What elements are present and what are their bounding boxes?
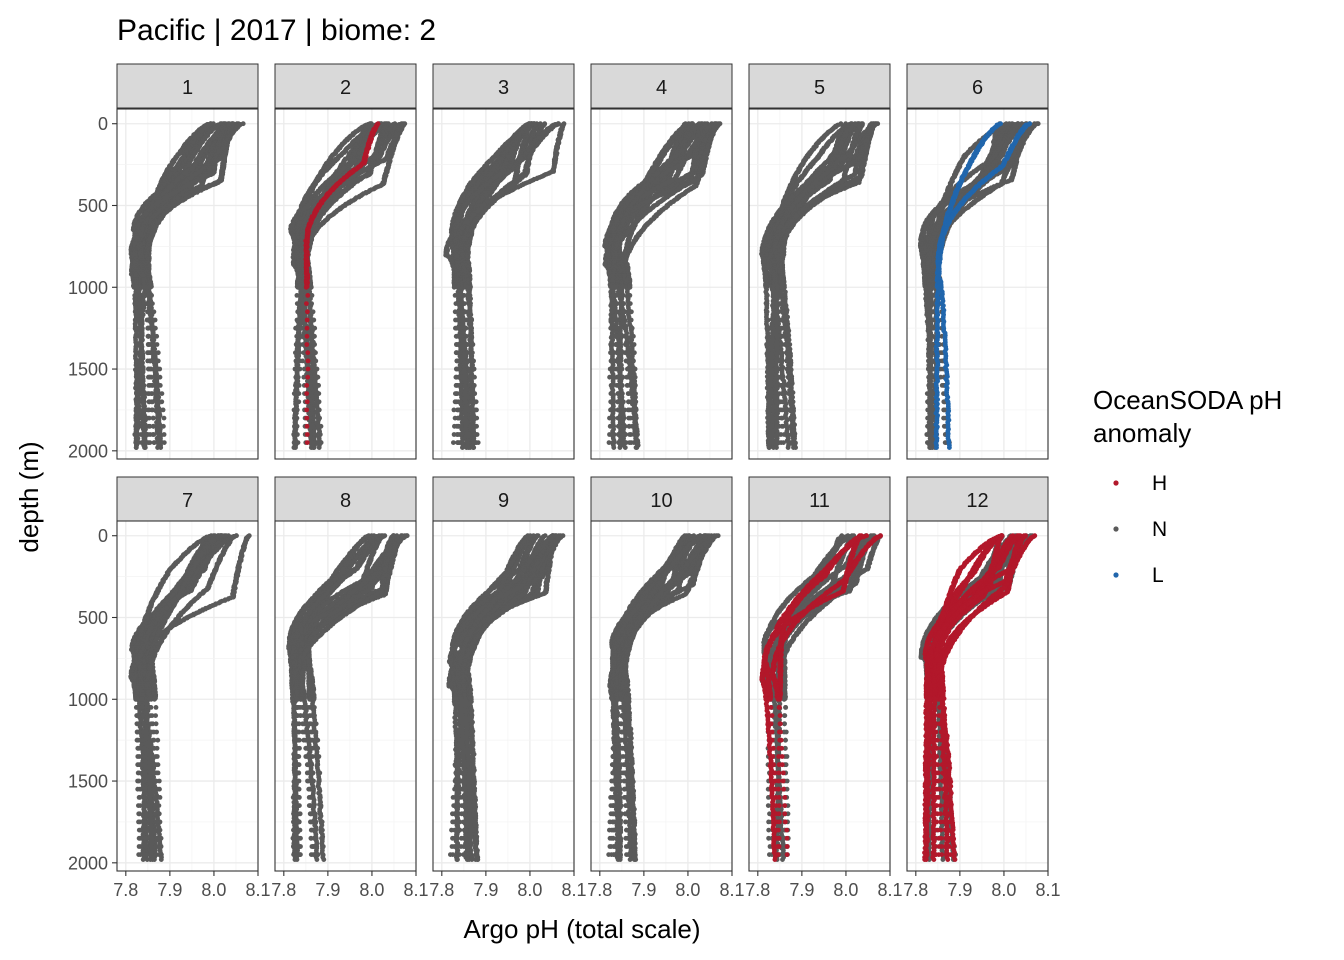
facet-strip-label: 1 (182, 77, 193, 99)
data-point (153, 318, 158, 323)
data-point (162, 416, 167, 421)
chart-title: Pacific | 2017 | biome: 2 (117, 14, 436, 47)
